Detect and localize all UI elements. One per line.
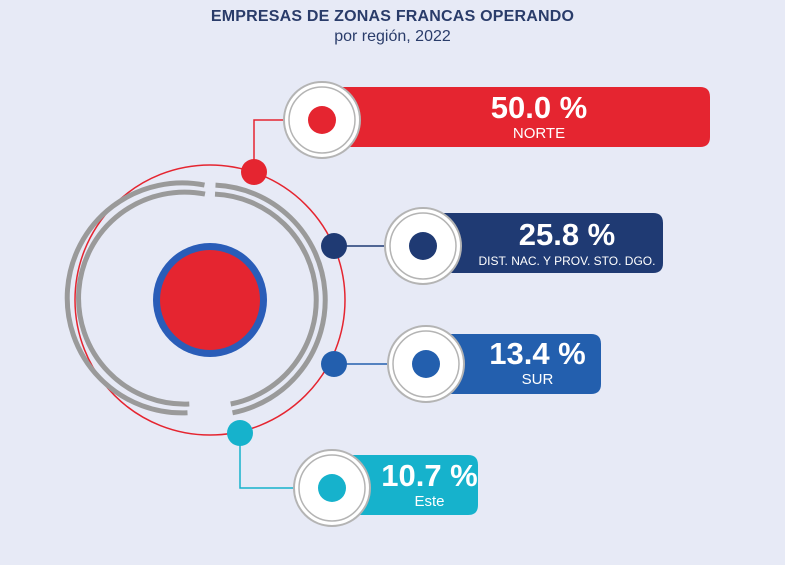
gray-ring-outer-arc-1 <box>64 180 205 416</box>
badge-dot <box>308 106 336 134</box>
gray-rings <box>64 180 328 416</box>
ring-node <box>227 420 253 446</box>
value-bar <box>433 213 663 273</box>
value-label: 10.7 % <box>381 458 478 493</box>
center-dot <box>160 250 260 350</box>
region-item: 10.7 %Este <box>227 420 478 527</box>
badge-dot <box>318 474 346 502</box>
gray-ring-outer-arc-2 <box>215 182 328 416</box>
region-item: 13.4 %SUR <box>321 325 601 403</box>
badge-inner-ring <box>392 330 460 398</box>
badge-inner-ring <box>389 212 457 280</box>
ring-node <box>321 233 347 259</box>
category-label: SUR <box>522 371 554 388</box>
gray-ring-inner-arc-2 <box>214 191 319 407</box>
category-label: DIST. NAC. Y PROV. STO. DGO. <box>479 254 656 268</box>
region-item: 50.0 %NORTE <box>241 81 710 185</box>
chart-subtitle: por región, 2022 <box>334 28 451 45</box>
ring-node <box>321 351 347 377</box>
value-label: 13.4 % <box>489 336 586 371</box>
data-items: 50.0 %NORTE 25.8 % DIST. NAC. Y PROV. STO.… <box>227 81 710 527</box>
ring-node <box>241 159 267 185</box>
value-bar <box>330 87 710 147</box>
category-label: NORTE <box>513 125 565 142</box>
category-label: Este <box>414 493 444 510</box>
value-label: 50.0 % <box>491 90 588 125</box>
region-item: 25.8 % DIST. NAC. Y PROV. STO. DGO. <box>321 207 663 285</box>
badge-inner-ring <box>288 86 356 154</box>
value-label: 25.8 % <box>519 217 616 252</box>
gray-ring-inner-arc-1 <box>76 189 206 407</box>
value-bar <box>436 334 601 394</box>
outer-red-ring <box>74 164 346 436</box>
badge-dot <box>409 232 437 260</box>
badge-inner-ring <box>298 454 366 522</box>
value-bar <box>343 455 478 515</box>
chart-title: EMPRESAS DE ZONAS FRANCAS OPERANDO <box>210 8 575 25</box>
badge-dot <box>412 350 440 378</box>
